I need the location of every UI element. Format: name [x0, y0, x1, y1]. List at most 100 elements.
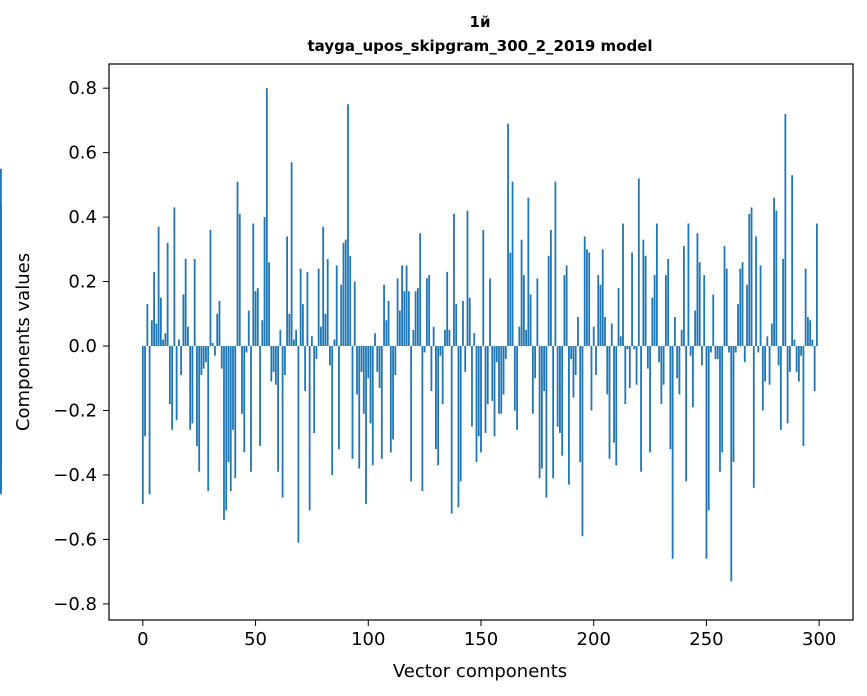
bar	[480, 346, 482, 453]
bar	[157, 226, 160, 347]
bar	[146, 304, 149, 347]
bar	[304, 346, 307, 392]
bar	[365, 346, 367, 504]
bar	[606, 346, 609, 395]
bar	[601, 249, 604, 347]
x-tick-label: 50	[244, 629, 267, 650]
bar	[141, 346, 144, 504]
bar	[473, 333, 476, 347]
bar	[407, 291, 410, 347]
bar	[513, 346, 516, 411]
bar	[220, 346, 223, 369]
bar	[0, 323, 2, 347]
bar	[565, 265, 568, 347]
bar	[150, 320, 153, 347]
bar	[326, 259, 329, 347]
bar	[173, 207, 176, 347]
bar	[144, 346, 146, 437]
bar	[586, 249, 588, 347]
bar	[504, 346, 507, 359]
bar	[750, 207, 753, 347]
bar	[0, 346, 2, 443]
bar	[394, 346, 397, 376]
bar	[353, 281, 356, 347]
bar	[579, 346, 582, 463]
bar	[168, 346, 171, 405]
bar	[633, 346, 636, 350]
bar-series	[0, 88, 818, 582]
bar	[209, 229, 212, 347]
bar	[761, 346, 764, 411]
bar	[428, 275, 431, 347]
bar	[531, 346, 534, 414]
bar	[159, 297, 162, 347]
bar	[714, 346, 717, 359]
bar	[412, 329, 415, 347]
y-tick-label: 0.6	[68, 143, 97, 164]
x-tick-label: 100	[351, 629, 385, 650]
bar	[263, 217, 266, 347]
bar	[522, 275, 525, 347]
bar	[509, 252, 512, 347]
bar	[389, 346, 392, 453]
bar	[500, 346, 503, 414]
bar	[387, 300, 390, 347]
bar	[683, 246, 685, 347]
bar	[347, 104, 349, 347]
bar	[272, 346, 275, 372]
bar	[759, 265, 762, 347]
bar	[561, 346, 564, 456]
bar	[547, 255, 550, 347]
bar	[187, 326, 189, 347]
bar	[193, 259, 196, 347]
bar	[568, 346, 570, 485]
bar	[331, 346, 334, 475]
bar	[498, 346, 500, 414]
bar	[732, 346, 735, 463]
bar	[705, 346, 708, 559]
bar	[286, 236, 289, 347]
bar	[746, 284, 748, 347]
bar	[646, 346, 649, 369]
bar	[649, 346, 651, 453]
bar	[265, 88, 268, 347]
bar	[367, 346, 370, 379]
bar	[362, 346, 365, 414]
bar	[520, 239, 523, 347]
bar	[313, 346, 316, 434]
bar	[180, 346, 183, 376]
chart-title: 1й	[470, 13, 491, 31]
bar	[423, 346, 426, 353]
bar	[410, 346, 413, 482]
bar	[734, 346, 737, 353]
bar	[642, 239, 645, 347]
bar	[737, 304, 739, 347]
bar	[182, 294, 185, 347]
bar	[486, 346, 489, 405]
bar	[405, 265, 408, 347]
bar	[741, 262, 744, 347]
bar	[529, 294, 532, 347]
bar	[608, 346, 611, 459]
bar	[775, 210, 778, 347]
bar	[811, 339, 814, 347]
bar	[554, 181, 557, 347]
x-tick-label: 0	[137, 629, 148, 650]
bar	[416, 288, 419, 347]
bar	[383, 284, 385, 347]
x-tick-label: 300	[802, 629, 836, 650]
bar	[800, 346, 803, 356]
bar	[358, 346, 361, 469]
bar	[617, 288, 620, 347]
bar	[816, 223, 818, 347]
bar	[719, 346, 721, 472]
bar	[306, 271, 309, 347]
bar	[728, 346, 730, 353]
bar	[155, 323, 158, 347]
bar	[277, 346, 279, 472]
bar	[577, 317, 579, 347]
bar	[804, 268, 807, 347]
bar	[398, 310, 401, 347]
bar	[380, 346, 383, 459]
